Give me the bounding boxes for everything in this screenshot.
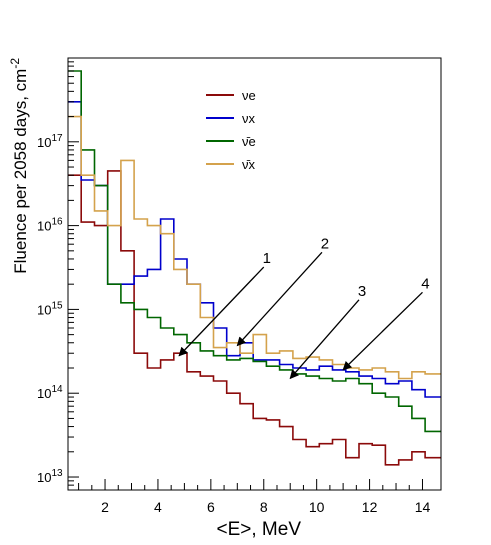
annotation-layer: 1 2 3 4 (178, 235, 430, 380)
legend-label-0: νe (242, 88, 256, 103)
annotation-label-1: 1 (263, 250, 271, 267)
legend-label-1: νx (242, 111, 256, 126)
x-tick-label: 12 (362, 499, 378, 515)
x-tick-label: 4 (154, 499, 162, 515)
x-axis-label: <E>, MeV (217, 519, 302, 540)
y-tick-label: 1013 (37, 468, 63, 485)
y-tick-label: 1015 (37, 300, 63, 317)
x-tick-label: 6 (207, 499, 215, 515)
annotation-arrow-2 (236, 251, 323, 347)
y-axis-label-superscript: -2 (8, 58, 22, 69)
y-tick-label: 1017 (37, 133, 63, 150)
x-tick-label: 8 (260, 499, 268, 515)
y-tick-label: 1014 (37, 384, 63, 401)
legend-label-3: ν̄x (242, 157, 256, 172)
series-line-3 (68, 115, 441, 380)
legend: νe νx ν̄e ν̄x (206, 88, 256, 172)
legend-label-2: ν̄e (242, 134, 256, 149)
annotation-label-2: 2 (321, 235, 329, 252)
series-layer (68, 70, 441, 466)
annotation-label-4: 4 (421, 275, 429, 292)
y-axis-label: Fluence per 2058 days, cm-2 (8, 58, 30, 274)
series-line-2 (68, 70, 441, 433)
x-tick-label: 14 (415, 499, 431, 515)
series-line-0 (68, 170, 441, 466)
plot-frame (67, 57, 442, 491)
y-tick-label: 1016 (37, 217, 63, 234)
y-axis-label-text: Fluence per 2058 days, cm (11, 69, 30, 274)
annotation-arrow-4 (342, 291, 423, 371)
x-tick-label: 10 (309, 499, 325, 515)
annotation-arrow-1 (178, 266, 265, 357)
x-tick-label: 2 (101, 499, 109, 515)
annotation-arrow-3 (289, 299, 360, 380)
annotation-label-3: 3 (358, 283, 366, 300)
